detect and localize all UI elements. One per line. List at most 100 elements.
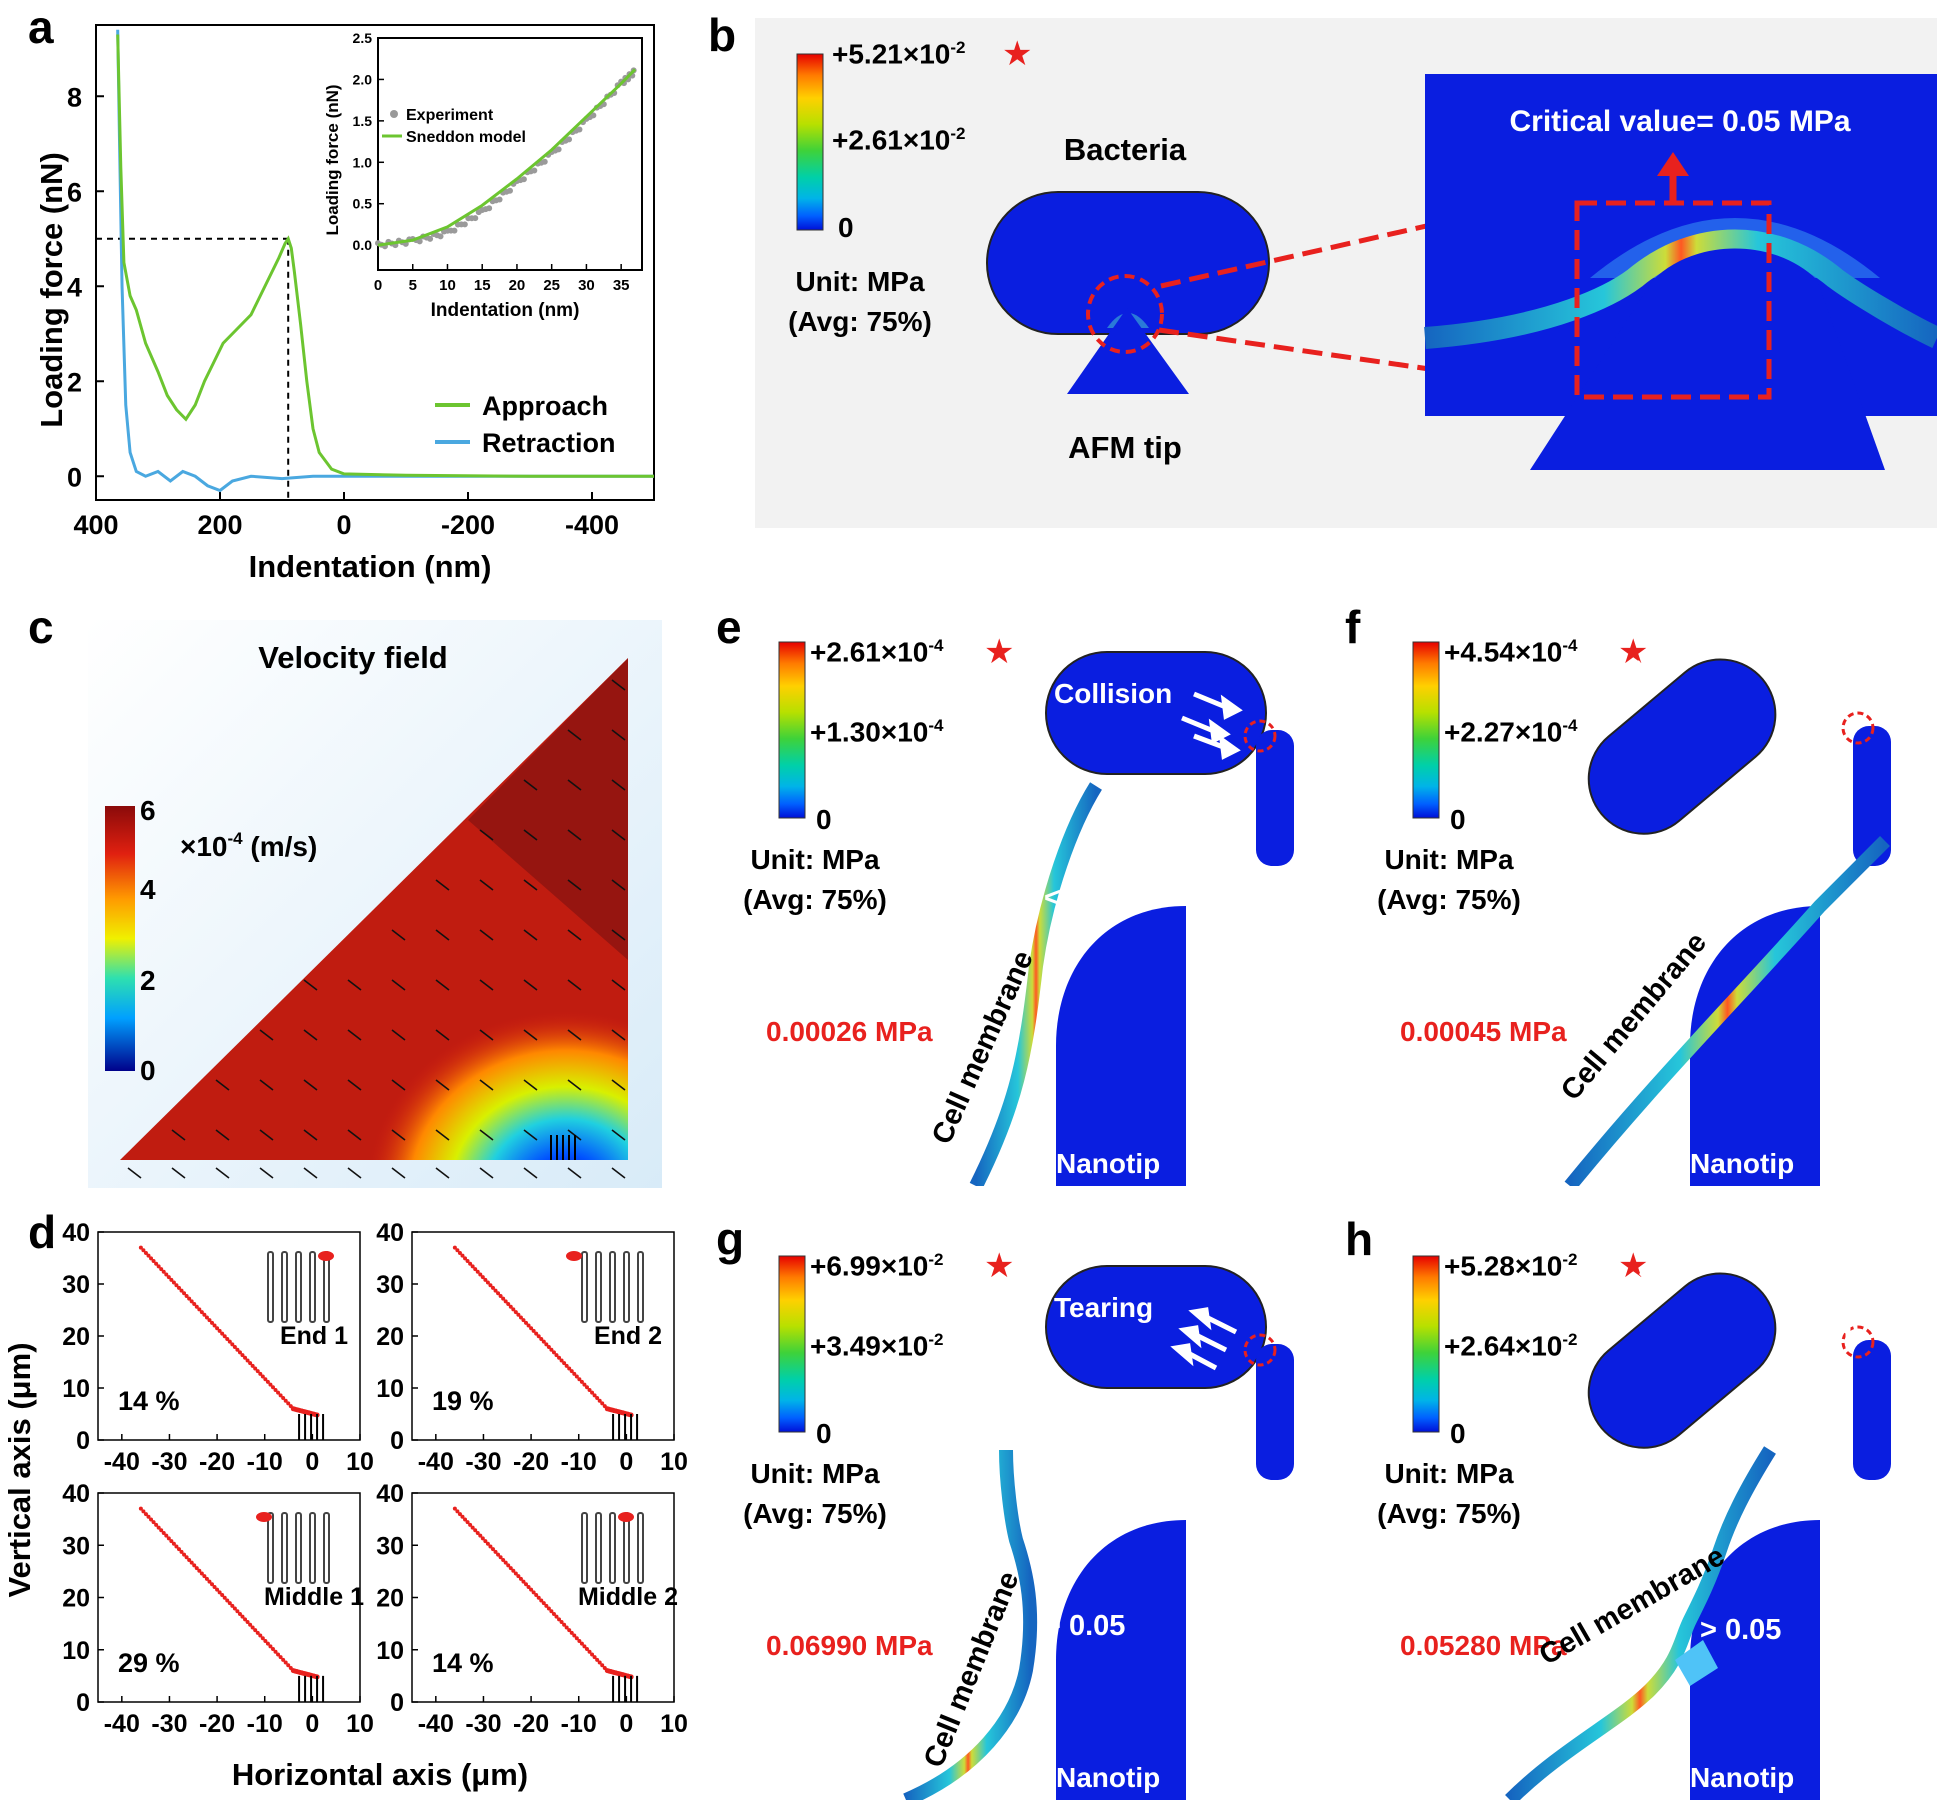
d-xtick-label: -20 <box>199 1710 235 1738</box>
e-cb-max-base: +2.61×10 <box>810 636 929 668</box>
d-ytick-label: 10 <box>376 1375 404 1403</box>
c-velocity-arrow <box>611 1129 626 1141</box>
d-trajectory-point <box>166 1536 171 1541</box>
d-xtick-label: -30 <box>465 1448 501 1476</box>
d-xtick-label: 10 <box>346 1448 374 1476</box>
g-avg: (Avg: 75%) <box>743 1498 887 1529</box>
d-xtick-label: 10 <box>346 1710 374 1738</box>
d-trajectory-point <box>149 1517 154 1522</box>
g-cb-max: +6.99×10-2 <box>810 1250 943 1282</box>
d-trajectory-point <box>597 1398 602 1403</box>
a-inset-ytick-label: 1.5 <box>353 113 373 129</box>
d-trajectory-point <box>584 1385 589 1390</box>
h-compare-label: > 0.05 <box>1700 1614 1782 1646</box>
a-inset-xtick-label: 15 <box>474 277 491 294</box>
d-trajectory-point <box>281 1396 286 1401</box>
a-inset-experiment-point <box>416 238 423 245</box>
c-velocity-arrow <box>567 1029 582 1041</box>
d-trajectory-point <box>197 1568 202 1573</box>
f-cb-max-base: +4.54×10 <box>1444 636 1563 668</box>
b-cb-mid: +2.61×10-2 <box>832 124 965 156</box>
d-ytick-label: 10 <box>62 1637 90 1665</box>
d-pillar <box>636 1675 639 1702</box>
c-velocity-arrow <box>479 1029 494 1041</box>
d-trajectory-point <box>457 1250 462 1255</box>
d-trajectory-point <box>243 1355 248 1360</box>
c-unit-exp: -4 <box>228 829 244 848</box>
h-contact-circle <box>1841 1325 1875 1359</box>
b-afm-tip-label: AFM tip <box>1068 430 1182 465</box>
d-trajectory-point <box>544 1342 549 1347</box>
d-trajectory-point <box>592 1655 597 1660</box>
d-inset-pillar <box>267 1512 274 1584</box>
d-trajectory-point <box>176 1285 181 1290</box>
d-trajectory-point <box>518 1315 523 1320</box>
panel-label-h: h <box>1345 1213 1374 1265</box>
c-unit: ×10-4 (m/s) <box>180 829 317 862</box>
a-inset-experiment-point <box>555 146 562 153</box>
d-xtick-label: -40 <box>418 1448 454 1476</box>
d-trajectory-point <box>220 1593 225 1598</box>
c-velocity-arrow <box>435 1129 450 1141</box>
a-inset-experiment-point <box>451 227 458 234</box>
d-inset-pillar <box>623 1251 630 1323</box>
d-xtick-label: -20 <box>513 1710 549 1738</box>
d-inset-pillar <box>281 1512 288 1584</box>
d-ytick-label: 40 <box>376 1219 404 1247</box>
h-nanotip-zoom <box>1690 1520 1820 1800</box>
panel-label-c: c <box>28 601 54 653</box>
d-pillar <box>304 1414 307 1440</box>
a-inset-legend-sneddon: Sneddon model <box>406 129 526 146</box>
d-ylabel: Vertical axis (μm) <box>2 1342 37 1597</box>
b-cb-max-exp: -2 <box>950 38 966 57</box>
a-inset-experiment-point <box>486 205 493 212</box>
d-pillar <box>316 1675 319 1702</box>
d-trajectory-point <box>276 1652 281 1657</box>
d-xtick-label: -10 <box>561 1448 597 1476</box>
g-membrane <box>903 1449 1038 1800</box>
b-avg: (Avg: 75%) <box>788 306 932 337</box>
d-subplot-percent: 14 % <box>432 1648 494 1678</box>
a-inset-experiment-point <box>427 235 434 242</box>
d-trajectory-point <box>572 1633 577 1638</box>
d-trajectory-point <box>577 1638 582 1643</box>
d-trajectory-point <box>260 1374 265 1379</box>
c-field-hole <box>366 975 628 1160</box>
d-trajectory-point <box>212 1584 217 1589</box>
g-action-label: Tearing <box>1054 1292 1153 1324</box>
d-trajectory-point <box>587 1387 592 1392</box>
d-inset-pillar <box>323 1512 330 1584</box>
c-velocity-arrow <box>611 879 626 891</box>
d-trajectory-point <box>250 1625 255 1630</box>
d-trajectory-point <box>544 1603 549 1608</box>
d-trajectory-point <box>490 1547 495 1552</box>
d-trajectory-point <box>243 1617 248 1622</box>
d-subplot: 0 10 20 30 40 -40 -30 -20 -10 0 10 End 2 19 % <box>376 1219 688 1476</box>
panel-c-figure: Velocity field 6 4 2 0 ×10-4 (m/s) <box>88 620 662 1188</box>
f-cb-mid-base: +2.27×10 <box>1444 716 1563 748</box>
d-ytick-label: 20 <box>376 1585 404 1613</box>
d-pillar <box>298 1414 301 1440</box>
c-pillar-icon <box>550 1135 576 1160</box>
d-trajectory-point <box>534 1593 539 1598</box>
d-xtick-label: 0 <box>619 1710 633 1738</box>
g-cb-mid-exp: -2 <box>928 1330 944 1349</box>
d-trajectory-point <box>539 1336 544 1341</box>
c-velocity-arrow <box>567 829 582 841</box>
a-inset-xtick-label: 25 <box>543 277 560 294</box>
b-zoom-circle <box>1086 274 1164 354</box>
d-trajectory-point <box>215 1587 220 1592</box>
d-trajectory-point <box>452 1506 457 1511</box>
d-ytick-label: 30 <box>376 1532 404 1560</box>
panel-e: +2.61×10-4 ★ +1.30×10-4 0 Unit: MPa (Avg… <box>726 633 1336 1186</box>
e-cb-mid: +1.30×10-4 <box>810 716 943 748</box>
d-xtick-label: -30 <box>465 1710 501 1738</box>
d-trajectory-point <box>470 1525 475 1530</box>
d-bacteria-icon <box>318 1251 334 1261</box>
a-series-approach <box>116 34 654 478</box>
g-stress-value: 0.06990 MPa <box>766 1630 933 1661</box>
e-action-label: Collision <box>1054 678 1172 710</box>
c-colorbar <box>105 806 135 1071</box>
d-ytick-label: 0 <box>390 1689 404 1717</box>
g-unit: Unit: MPa <box>750 1458 880 1489</box>
